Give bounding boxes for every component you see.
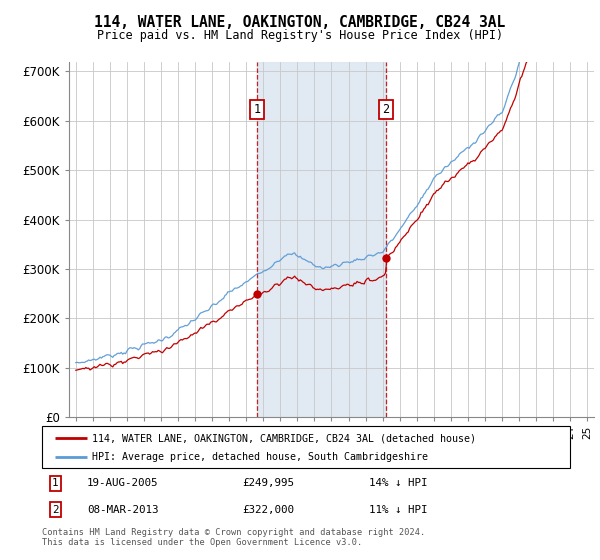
Text: 114, WATER LANE, OAKINGTON, CAMBRIDGE, CB24 3AL (detached house): 114, WATER LANE, OAKINGTON, CAMBRIDGE, C… [92, 433, 476, 443]
Text: 114, WATER LANE, OAKINGTON, CAMBRIDGE, CB24 3AL: 114, WATER LANE, OAKINGTON, CAMBRIDGE, C… [94, 15, 506, 30]
Text: 2: 2 [382, 103, 389, 116]
Text: 2: 2 [52, 505, 58, 515]
Text: Price paid vs. HM Land Registry's House Price Index (HPI): Price paid vs. HM Land Registry's House … [97, 29, 503, 42]
Text: 1: 1 [253, 103, 260, 116]
Text: 1: 1 [52, 478, 58, 488]
Text: £322,000: £322,000 [242, 505, 295, 515]
Text: 11% ↓ HPI: 11% ↓ HPI [370, 505, 428, 515]
Text: 19-AUG-2005: 19-AUG-2005 [87, 478, 158, 488]
Text: 14% ↓ HPI: 14% ↓ HPI [370, 478, 428, 488]
Text: Contains HM Land Registry data © Crown copyright and database right 2024.
This d: Contains HM Land Registry data © Crown c… [42, 528, 425, 547]
Bar [257, 62, 386, 417]
Text: 08-MAR-2013: 08-MAR-2013 [87, 505, 158, 515]
Text: £249,995: £249,995 [242, 478, 295, 488]
Text: HPI: Average price, detached house, South Cambridgeshire: HPI: Average price, detached house, Sout… [92, 452, 428, 462]
